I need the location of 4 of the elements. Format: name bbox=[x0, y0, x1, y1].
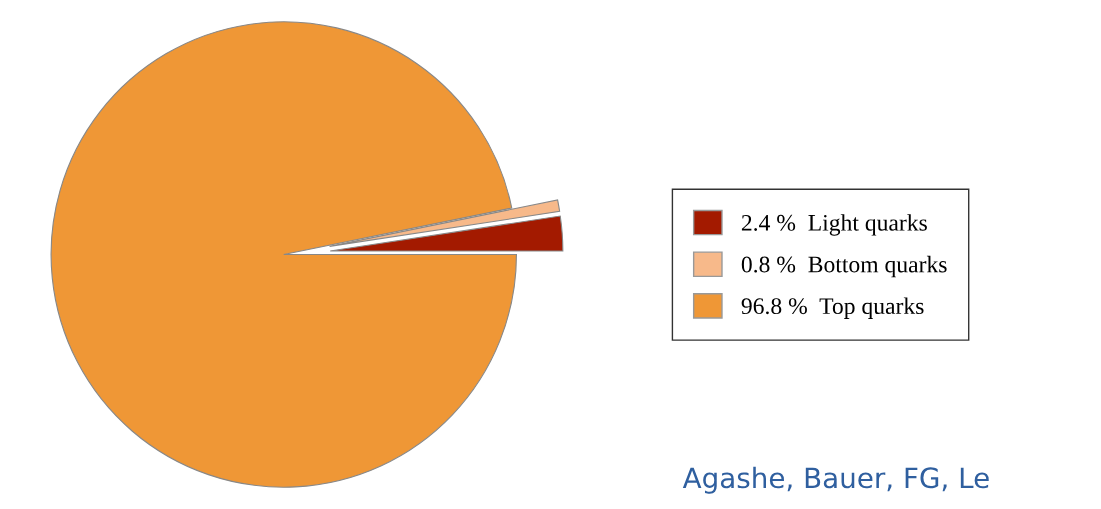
legend-label: 2.4 % Light quarks bbox=[741, 214, 927, 236]
legend-label: 96.8 % Top quarks bbox=[741, 297, 924, 319]
legend-label: 0.8 % Bottom quarks bbox=[741, 255, 947, 278]
text: Agashe, Bauer, FG, Le bbox=[682, 466, 989, 494]
